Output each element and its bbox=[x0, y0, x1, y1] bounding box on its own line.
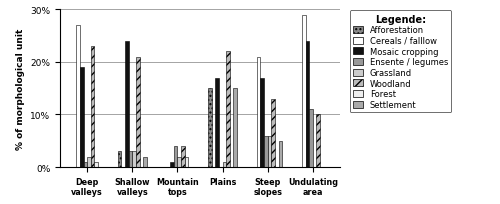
Bar bbox=[87, 157, 91, 167]
Bar bbox=[178, 157, 181, 167]
Bar bbox=[302, 16, 306, 167]
Bar bbox=[181, 146, 184, 167]
Bar bbox=[174, 146, 178, 167]
Bar bbox=[94, 162, 98, 167]
Bar bbox=[226, 52, 230, 167]
Bar bbox=[84, 162, 87, 167]
Bar bbox=[272, 99, 275, 167]
Bar bbox=[278, 141, 282, 167]
Bar bbox=[264, 136, 268, 167]
Y-axis label: % of morphological unit: % of morphological unit bbox=[16, 28, 24, 149]
Bar bbox=[136, 57, 140, 167]
Bar bbox=[128, 152, 132, 167]
Bar bbox=[316, 115, 320, 167]
Bar bbox=[234, 89, 237, 167]
Bar bbox=[208, 89, 212, 167]
Bar bbox=[143, 157, 146, 167]
Bar bbox=[260, 78, 264, 167]
Bar bbox=[306, 42, 309, 167]
Legend: Afforestation, Cereals / falllow, Mosaic cropping, Ensente / legumes, Grassland,: Afforestation, Cereals / falllow, Mosaic… bbox=[350, 11, 452, 113]
Bar bbox=[76, 26, 80, 167]
Bar bbox=[118, 152, 122, 167]
Bar bbox=[132, 152, 136, 167]
Bar bbox=[309, 110, 313, 167]
Bar bbox=[184, 157, 188, 167]
Bar bbox=[216, 78, 219, 167]
Bar bbox=[257, 57, 260, 167]
Bar bbox=[91, 47, 94, 167]
Bar bbox=[170, 162, 174, 167]
Bar bbox=[80, 68, 84, 167]
Bar bbox=[125, 42, 128, 167]
Bar bbox=[268, 136, 272, 167]
Bar bbox=[222, 162, 226, 167]
